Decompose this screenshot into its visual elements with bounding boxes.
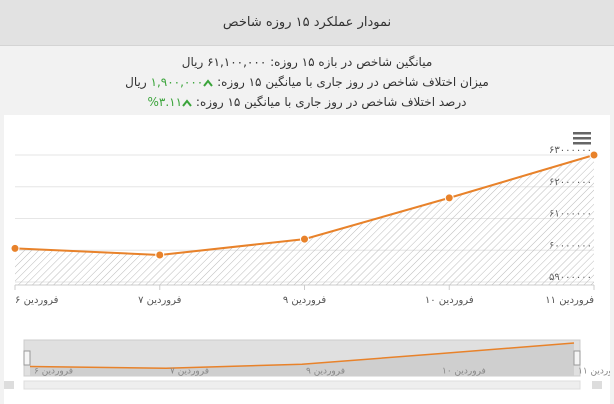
navigator-label: ۱۱ فروردین <box>578 367 610 377</box>
point <box>589 150 599 160</box>
navigator-label: ۱۰ فروردین <box>442 367 486 377</box>
label: میزان اختلاف شاخص در روز جاری با میانگین… <box>217 75 489 89</box>
x-tick-label: ۶ فروردین <box>15 295 59 306</box>
area <box>15 155 594 285</box>
x-tick-label: ۹ فروردین <box>283 295 327 306</box>
point <box>300 234 309 244</box>
up-icon <box>182 98 192 107</box>
unit: ریال <box>125 75 147 89</box>
scrollbar[interactable] <box>23 380 581 390</box>
value: ۳.۱۱% <box>147 95 183 109</box>
unit: ریال <box>181 55 204 69</box>
label: درصد اختلاف شاخص در روز جاری با میانگین … <box>195 95 467 109</box>
navigator-area <box>30 343 574 376</box>
menu-icon[interactable] <box>573 132 591 145</box>
chart: ۵۹۰۰۰۰۰۰۶۰۰۰۰۰۰۰۶۱۰۰۰۰۰۰۶۲۰۰۰۰۰۰۶۳۰۰۰۰۰۰… <box>4 115 610 404</box>
value: ۶۱,۱۰۰,۰۰۰ <box>207 55 267 69</box>
navigator-handle[interactable] <box>23 350 31 366</box>
label: میانگین شاخص در بازه ۱۵ روزه: <box>270 55 433 69</box>
info: میانگین شاخص در بازه ۱۵ روزه: ۶۱,۱۰۰,۰۰۰… <box>0 46 614 112</box>
value: ۱,۹۰۰,۰۰۰ <box>150 75 204 89</box>
info-line: میزان اختلاف شاخص در روز جاری با میانگین… <box>0 72 614 92</box>
y-tick-label: ۶۳۰۰۰۰۰۰ <box>549 145 592 156</box>
x-tick-label: ۱۱ فروردین <box>545 295 594 306</box>
navigator-label: ۹ فروردین <box>306 367 345 377</box>
navigator-label: ۶ فروردین <box>34 367 73 377</box>
navigator-line <box>29 342 575 369</box>
up-icon <box>203 78 214 87</box>
point <box>444 193 454 203</box>
point <box>10 243 20 253</box>
x-tick-label: ۱۰ فروردین <box>425 295 474 306</box>
point <box>155 250 165 260</box>
navigator-handle[interactable] <box>573 350 581 366</box>
info-line: میانگین شاخص در بازه ۱۵ روزه: ۶۱,۱۰۰,۰۰۰… <box>0 52 614 72</box>
navigator-label: ۷ فروردین <box>170 367 209 377</box>
info-line: درصد اختلاف شاخص در روز جاری با میانگین … <box>0 92 614 112</box>
scroll-button[interactable] <box>4 381 14 389</box>
x-tick-label: ۷ فروردین <box>138 295 182 306</box>
title: نمودار عملکرد ۱۵ روزه شاخص <box>0 0 614 46</box>
scroll-button[interactable] <box>592 381 602 389</box>
